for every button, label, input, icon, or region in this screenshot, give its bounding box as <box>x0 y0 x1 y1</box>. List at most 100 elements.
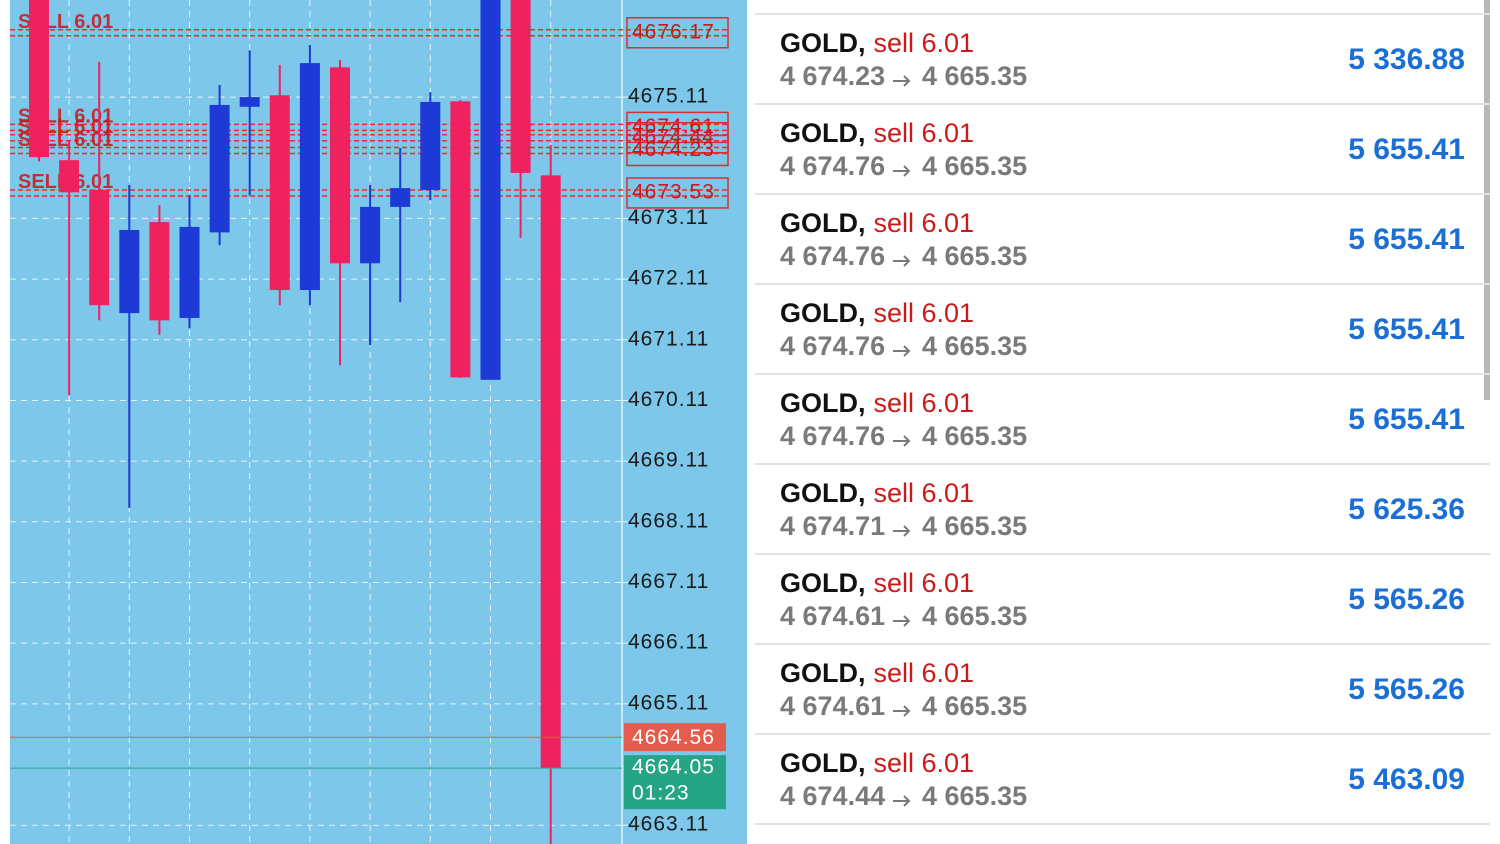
open-price: 4 674.71 <box>780 511 885 541</box>
symbol: GOLD, <box>780 208 866 238</box>
position-row[interactable]: GOLD, sell 6.014 674.76 4 665.35 5 655.41 <box>755 284 1490 375</box>
candle-body <box>510 0 531 173</box>
bar-timer: 01:23 <box>632 782 690 805</box>
order-price-box <box>626 177 729 209</box>
arrow-icon <box>893 705 911 717</box>
position-title: GOLD, sell 6.01 <box>780 388 974 418</box>
profit: 5 625.36 <box>1348 493 1465 526</box>
arrow-icon <box>893 525 911 537</box>
close-price: 4 665.35 <box>922 241 1027 271</box>
close-price: 4 665.35 <box>922 421 1027 451</box>
candle-body <box>480 0 501 380</box>
profit: 5 463.09 <box>1348 763 1465 796</box>
symbol: GOLD, <box>780 658 866 688</box>
side-volume: sell 6.01 <box>874 208 975 238</box>
side-volume: sell 6.01 <box>874 118 975 148</box>
arrow-icon <box>893 615 911 627</box>
close-price: 4 665.35 <box>922 331 1027 361</box>
axis-layer: 4675.11 4673.11 4672.11 4671.11 4670.11 4669.… <box>10 85 726 836</box>
candle-body <box>119 229 140 314</box>
order-price-box <box>626 17 729 49</box>
candle-body <box>59 160 80 193</box>
open-price: 4 674.76 <box>780 421 885 451</box>
open-price: 4 674.23 <box>780 61 885 91</box>
position-row[interactable]: GOLD, sell 6.014 674.61 4 665.35 5 565.26 <box>755 554 1490 645</box>
order-price: 4674.61 <box>632 115 715 138</box>
candle-body <box>149 222 170 321</box>
candle-body <box>390 188 411 207</box>
profit: 5 655.41 <box>1348 313 1465 346</box>
y-tick-label: 4673.11 <box>628 206 709 229</box>
arrow-icon <box>893 435 911 447</box>
open-price: 4 674.76 <box>780 151 885 181</box>
side-volume: sell 6.01 <box>874 658 975 688</box>
side-volume: sell 6.01 <box>874 568 975 598</box>
position-row[interactable]: GOLD, sell 6.014 674.71 4 665.35 5 625.36 <box>755 464 1490 555</box>
y-tick-label: 4670.11 <box>628 388 709 411</box>
profit: 5 655.41 <box>1348 223 1465 256</box>
open-price: 4 674.61 <box>780 601 885 631</box>
close-price: 4 665.35 <box>922 151 1027 181</box>
position-title: GOLD, sell 6.01 <box>780 298 974 328</box>
open-price: 4 674.76 <box>780 241 885 271</box>
y-tick-label: 4663.11 <box>628 813 709 836</box>
candle-body <box>89 189 110 306</box>
position-row[interactable]: GOLD, sell 6.014 674.44 4 665.35 5 463.09 <box>755 734 1490 825</box>
bid-box <box>624 723 726 752</box>
side-volume: sell 6.01 <box>874 388 975 418</box>
y-tick-label: 4666.11 <box>628 631 709 654</box>
y-tick-label: 4669.11 <box>628 449 709 472</box>
open-price: 4 674.76 <box>780 331 885 361</box>
y-tick-label: 4667.11 <box>628 570 709 593</box>
arrow-icon <box>893 165 911 177</box>
symbol: GOLD, <box>780 28 866 58</box>
symbol: GOLD, <box>780 298 866 328</box>
arrow-icon <box>893 75 911 87</box>
symbol: GOLD, <box>780 478 866 508</box>
candle-body <box>209 104 230 233</box>
position-title: GOLD, sell 6.01 <box>780 658 974 688</box>
position-row[interactable]: GOLD, sell 6.014 674.76 4 665.35 5 655.41 <box>755 104 1490 195</box>
y-tick-label: 4671.11 <box>628 327 709 350</box>
position-title: GOLD, sell 6.01 <box>780 28 974 58</box>
profit: 5 655.41 <box>1348 133 1465 166</box>
candle-body <box>239 97 260 107</box>
candle-body <box>269 95 290 291</box>
position-title: GOLD, sell 6.01 <box>780 568 974 598</box>
position-row[interactable]: GOLD, sell 6.014 674.76 4 665.35 5 655.41 <box>755 194 1490 285</box>
ask-price: 4664.05 <box>632 756 715 779</box>
bid-price: 4664.56 <box>632 726 715 749</box>
candle-body <box>29 0 49 158</box>
arrow-icon <box>893 795 911 807</box>
symbol: GOLD, <box>780 388 866 418</box>
chart-margin <box>0 0 10 844</box>
candle-body <box>420 101 441 190</box>
candle-body <box>450 101 471 378</box>
y-tick-label: 4675.11 <box>628 85 709 108</box>
positions-panel <box>747 0 1500 844</box>
order-price-box <box>626 134 729 167</box>
ask-box <box>624 755 726 810</box>
profit: 5 565.26 <box>1348 583 1465 616</box>
order-price: 4673.53 <box>632 180 715 203</box>
profit: 5 336.88 <box>1348 43 1465 76</box>
position-title: GOLD, sell 6.01 <box>780 478 974 508</box>
position-row[interactable]: GOLD, sell 6.014 674.23 4 665.35 5 336.88 <box>755 14 1490 105</box>
candle-body <box>330 67 350 264</box>
position-row[interactable]: GOLD, sell 6.014 674.61 4 665.35 5 565.26 <box>755 644 1490 735</box>
side-volume: sell 6.01 <box>874 748 975 778</box>
position-row[interactable]: GOLD, sell 6.014 674.76 4 665.35 5 655.41 <box>755 374 1490 465</box>
y-tick-label: 4672.11 <box>628 267 709 290</box>
side-volume: sell 6.01 <box>874 28 975 58</box>
candle-body <box>360 206 381 264</box>
side-volume: sell 6.01 <box>874 478 975 508</box>
candle-body <box>179 226 200 318</box>
y-tick-label: 4668.11 <box>628 509 709 532</box>
profit: 5 655.41 <box>1348 403 1465 436</box>
arrow-icon <box>893 255 911 267</box>
side-volume: sell 6.01 <box>874 298 975 328</box>
candle-body <box>540 175 561 769</box>
close-price: 4 665.35 <box>922 61 1027 91</box>
